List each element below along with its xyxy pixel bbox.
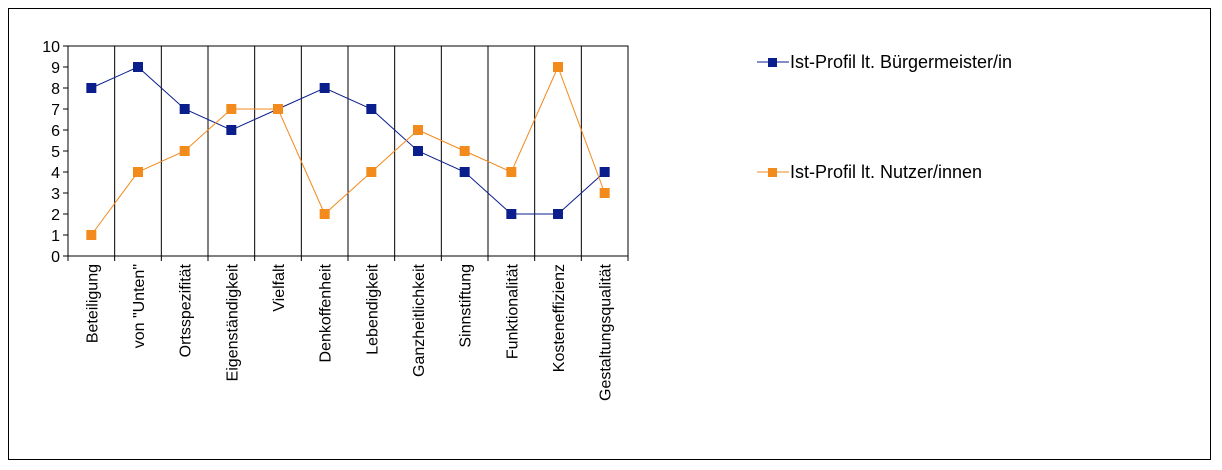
y-tick-label: 4 (51, 165, 60, 182)
series-1-point (599, 167, 610, 177)
x-tick-label: Sinnstiftung (458, 264, 475, 348)
series-1-point (459, 167, 470, 177)
x-tick-label: Ortsspezifität (178, 263, 195, 357)
series-2-point (506, 167, 517, 177)
legend: Ist-Profil lt. Bürgermeister/in Ist-Profi… (757, 52, 1012, 182)
series-1-point (133, 62, 143, 72)
x-tick-label: Ganzheitlichkeit (411, 263, 428, 377)
series-2-point (599, 188, 610, 198)
y-tick-label: 8 (51, 81, 60, 98)
y-tick-label: 6 (51, 123, 60, 140)
series-2-point (459, 146, 470, 156)
series-1-point (553, 209, 563, 219)
series-layer (86, 62, 610, 240)
series-1-point (506, 209, 517, 219)
legend-label-2: Ist-Profil lt. Nutzer/innen (790, 162, 982, 182)
x-axis: Beteiligung von "Unten" Ortsspezifität Eige… (67, 256, 629, 401)
x-tick-label: Kosteneffizienz (551, 264, 568, 372)
series-1-point (413, 146, 423, 156)
y-tick-label: 0 (51, 249, 60, 266)
series-line-1 (91, 66, 606, 215)
legend-label-1: Ist-Profil lt. Bürgermeister/in (790, 52, 1012, 72)
legend-marker-1 (768, 58, 777, 67)
series-2-point (86, 230, 97, 240)
y-tick-label: 10 (42, 39, 60, 56)
series-2-point (179, 146, 190, 156)
y-tick-label: 3 (51, 186, 60, 203)
y-tick-label: 1 (51, 228, 60, 245)
x-tick-label: Beteiligung (84, 264, 101, 343)
x-tick-label: Gestaltungsqualität (598, 263, 615, 401)
series-2-point (319, 209, 330, 219)
x-tick-label: Funktionalität (504, 263, 521, 359)
series-2-point (273, 104, 283, 114)
plot-area (67, 45, 629, 257)
x-tick-label: von "Unten" (131, 264, 148, 348)
series-1-point (226, 125, 237, 135)
series-2-point (366, 167, 377, 177)
series-2-point (133, 167, 143, 177)
series-1-point (366, 104, 377, 114)
series-1-point (179, 104, 190, 114)
series-2-point (553, 62, 563, 72)
y-tick-label: 9 (51, 60, 60, 77)
y-tick-label: 7 (51, 102, 60, 119)
x-tick-label: Lebendigkeit (364, 263, 381, 354)
series-line-2 (90, 65, 606, 236)
series-2-point (226, 104, 237, 114)
x-tick-label: Denkoffenheit (318, 263, 335, 362)
y-axis: 0 1 2 3 4 5 6 7 8 9 10 (42, 39, 68, 266)
series-2-point (413, 125, 423, 135)
x-tick-label: Eigenständigkeit (224, 263, 241, 381)
y-tick-label: 2 (51, 207, 60, 224)
legend-marker-2 (768, 168, 777, 177)
series-1-point (319, 83, 330, 93)
series-1-point (86, 83, 97, 93)
y-tick-label: 5 (51, 144, 60, 161)
x-tick-label: Vielfalt (271, 263, 288, 311)
